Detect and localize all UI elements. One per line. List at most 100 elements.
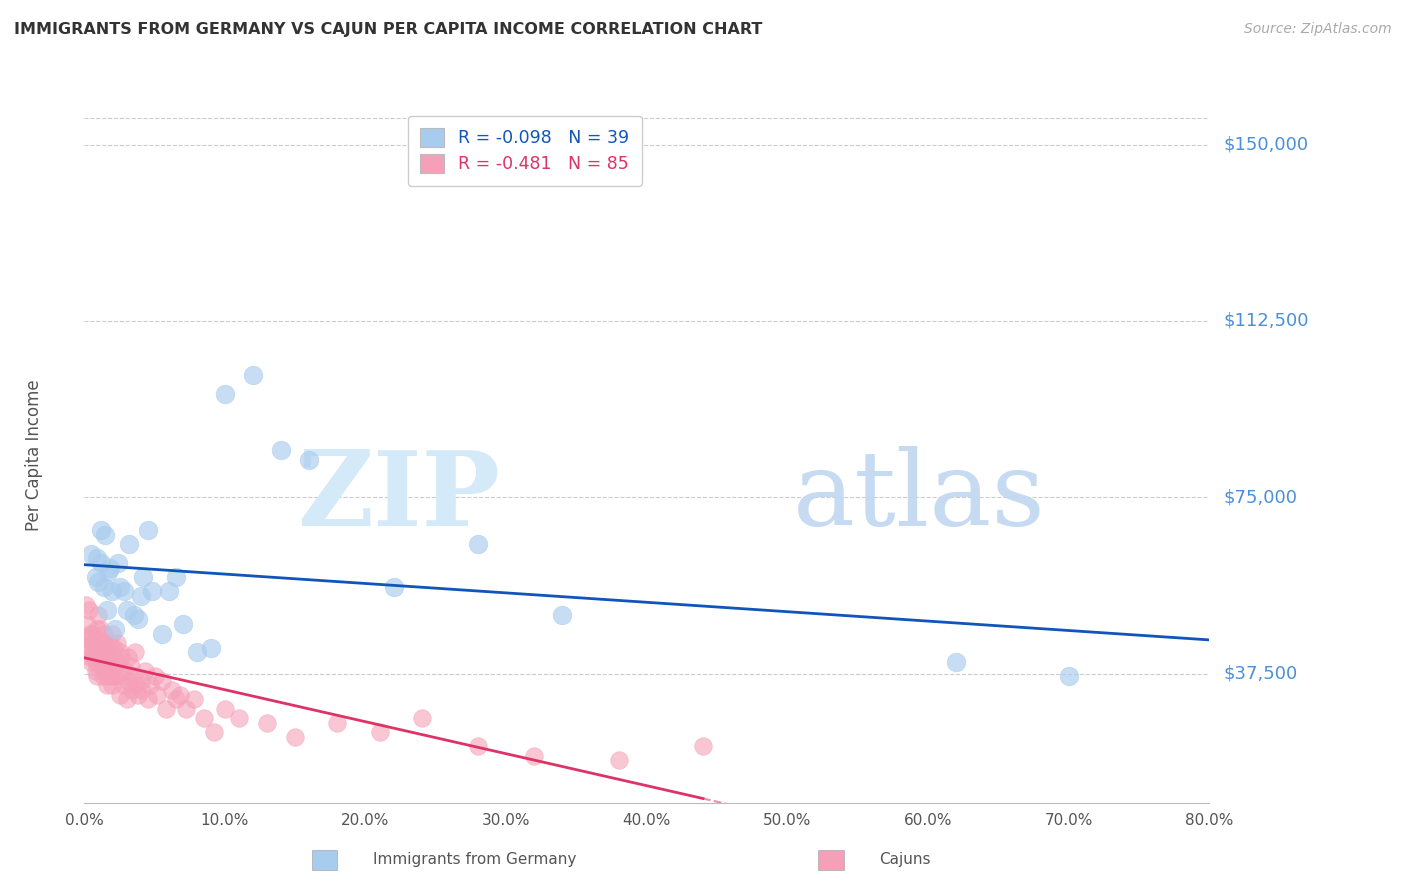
Point	[98, 659, 121, 673]
Point	[98, 560, 121, 574]
Point	[160, 683, 183, 698]
Point	[174, 702, 197, 716]
Point	[150, 626, 173, 640]
Point	[284, 730, 307, 744]
Text: atlas: atlas	[793, 446, 1046, 548]
Point	[141, 584, 163, 599]
Point	[120, 659, 142, 673]
Point	[100, 669, 122, 683]
Point	[107, 556, 129, 570]
Point	[214, 386, 236, 401]
Point	[89, 650, 111, 665]
Text: Per Capita Income: Per Capita Income	[25, 379, 42, 531]
Point	[115, 603, 138, 617]
Point	[84, 664, 107, 678]
Point	[165, 692, 187, 706]
Point	[89, 622, 111, 636]
Point	[91, 669, 114, 683]
Text: Immigrants from Germany: Immigrants from Germany	[373, 853, 576, 867]
Point	[200, 640, 222, 655]
Point	[77, 640, 100, 655]
Legend: R = -0.098   N = 39, R = -0.481   N = 85: R = -0.098 N = 39, R = -0.481 N = 85	[408, 116, 641, 186]
Point	[150, 673, 173, 688]
Point	[127, 688, 149, 702]
Point	[256, 715, 278, 730]
Point	[84, 570, 107, 584]
Text: Cajuns: Cajuns	[879, 853, 931, 867]
Point	[87, 640, 110, 655]
Point	[104, 669, 127, 683]
Point	[368, 725, 391, 739]
Point	[121, 683, 143, 698]
Point	[214, 702, 236, 716]
Point	[127, 612, 149, 626]
Point	[90, 523, 112, 537]
Point	[84, 655, 107, 669]
Point	[79, 650, 101, 665]
Point	[105, 636, 128, 650]
Point	[183, 692, 205, 706]
Point	[131, 683, 153, 698]
Point	[77, 603, 100, 617]
Point	[101, 626, 124, 640]
Point	[94, 664, 117, 678]
Point	[82, 626, 104, 640]
Point	[110, 650, 132, 665]
Point	[90, 556, 112, 570]
Point	[114, 664, 136, 678]
Point	[165, 570, 187, 584]
Point	[112, 678, 135, 692]
Point	[96, 640, 118, 655]
Point	[80, 547, 103, 561]
Point	[76, 617, 98, 632]
Point	[75, 599, 97, 613]
Point	[90, 636, 112, 650]
Point	[139, 678, 162, 692]
Point	[83, 636, 105, 650]
Point	[523, 748, 546, 763]
Point	[607, 754, 630, 768]
Point	[107, 655, 129, 669]
Point	[104, 622, 127, 636]
Text: IMMIGRANTS FROM GERMANY VS CAJUN PER CAPITA INCOME CORRELATION CHART: IMMIGRANTS FROM GERMANY VS CAJUN PER CAP…	[14, 22, 762, 37]
Text: $112,500: $112,500	[1223, 312, 1309, 330]
Text: $150,000: $150,000	[1223, 136, 1308, 153]
Point	[86, 551, 108, 566]
Point	[87, 574, 110, 589]
Point	[202, 725, 225, 739]
Point	[467, 537, 489, 551]
Point	[86, 669, 108, 683]
Point	[945, 655, 967, 669]
Point	[80, 655, 103, 669]
Point	[90, 659, 112, 673]
Point	[118, 537, 141, 551]
Point	[134, 664, 156, 678]
Text: $37,500: $37,500	[1223, 665, 1298, 682]
Point	[118, 673, 141, 688]
Point	[132, 570, 155, 584]
Point	[129, 589, 152, 603]
Point	[129, 673, 152, 688]
Point	[326, 715, 349, 730]
Point	[86, 622, 108, 636]
Point	[96, 603, 118, 617]
Point	[93, 655, 115, 669]
Point	[97, 566, 120, 580]
Point	[111, 669, 134, 683]
Point	[193, 711, 215, 725]
Point	[155, 702, 177, 716]
Point	[76, 632, 98, 646]
Point	[172, 617, 194, 632]
Point	[124, 645, 146, 659]
Point	[101, 584, 124, 599]
Text: $75,000: $75,000	[1223, 488, 1298, 507]
Point	[270, 443, 292, 458]
Point	[228, 711, 250, 725]
Point	[551, 607, 574, 622]
Text: Source: ZipAtlas.com: Source: ZipAtlas.com	[1244, 22, 1392, 37]
Point	[122, 607, 145, 622]
Point	[108, 645, 131, 659]
Point	[79, 626, 101, 640]
Point	[104, 659, 127, 673]
Point	[97, 669, 120, 683]
